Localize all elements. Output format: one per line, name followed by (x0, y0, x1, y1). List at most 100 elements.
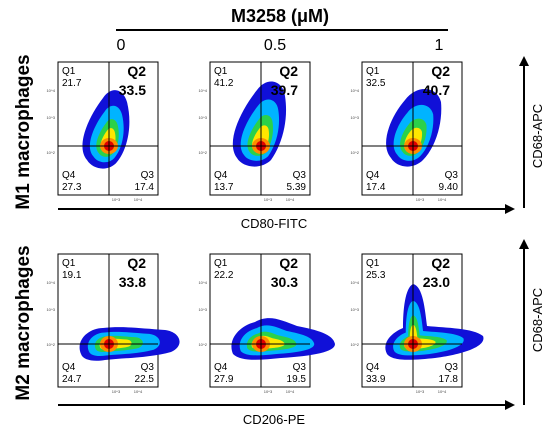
row-label-m2: M2 macrophages (13, 245, 34, 400)
q4-value: 27.3 (62, 182, 82, 193)
y-tick-label: 10^4 (350, 280, 359, 285)
q4-value: 13.7 (214, 182, 234, 193)
y-tick-label: 10^3 (46, 307, 55, 312)
q2-value: 39.7 (271, 82, 298, 98)
density-plot (82, 90, 130, 169)
q1-name: Q1 (366, 66, 380, 77)
x-tick-label: 10^3 (416, 389, 425, 394)
q1-value: 32.5 (366, 78, 386, 89)
y-tick-label: 10^4 (46, 280, 55, 285)
density-plot (231, 318, 335, 360)
y-tick-label: 10^2 (46, 150, 55, 155)
q1-name: Q1 (62, 258, 76, 269)
q2-value: 23.0 (423, 274, 450, 290)
q3-value: 5.39 (287, 182, 307, 193)
panel-frame (57, 253, 159, 388)
concentration-label-0: 0 (117, 37, 126, 54)
x-tick-label: 10^4 (134, 389, 143, 394)
y-tick-label: 10^3 (198, 115, 207, 120)
x-tick-label: 10^4 (438, 197, 447, 202)
concentration-label-2: 1 (435, 37, 444, 54)
y-tick-label: 10^2 (46, 342, 55, 347)
y-tick-label: 10^2 (198, 342, 207, 347)
x-tick-label: 10^3 (112, 197, 121, 202)
q3-name: Q3 (445, 170, 459, 181)
y-tick-label: 10^2 (198, 150, 207, 155)
q3-name: Q3 (141, 362, 155, 373)
q2-value: 40.7 (423, 82, 450, 98)
x-tick-label: 10^3 (112, 389, 121, 394)
q2-name: Q2 (127, 255, 146, 271)
q1-value: 25.3 (366, 270, 386, 281)
q1-name: Q1 (214, 66, 228, 77)
q3-value: 22.5 (135, 374, 155, 385)
x-tick-label: 10^3 (416, 197, 425, 202)
q1-name: Q1 (62, 66, 76, 77)
x-tick-label: 10^3 (264, 197, 273, 202)
q3-name: Q3 (141, 170, 155, 181)
y-axis-label-row2: CD68-APC (530, 288, 545, 352)
x-axis-arrowhead-row2 (505, 400, 515, 410)
q4-value: 33.9 (366, 374, 386, 385)
y-axis-arrowhead-row2 (519, 239, 529, 249)
q4-name: Q4 (214, 170, 228, 181)
q2-value: 30.3 (271, 274, 298, 290)
q1-name: Q1 (366, 258, 380, 269)
row-label-m1: M1 macrophages (13, 54, 34, 209)
x-axis-label-row2: CD206-PE (243, 412, 305, 427)
y-tick-label: 10^2 (350, 150, 359, 155)
q4-value: 27.9 (214, 374, 234, 385)
density-plot (232, 81, 287, 167)
q4-name: Q4 (62, 170, 76, 181)
q4-value: 17.4 (366, 182, 386, 193)
y-tick-label: 10^3 (46, 115, 55, 120)
q4-name: Q4 (214, 362, 228, 373)
q3-name: Q3 (445, 362, 459, 373)
q4-name: Q4 (366, 362, 380, 373)
x-axis-arrowhead-row1 (505, 204, 515, 214)
q2-name: Q2 (431, 63, 450, 79)
q1-value: 21.7 (62, 78, 82, 89)
q1-value: 19.1 (62, 270, 82, 281)
q2-name: Q2 (127, 63, 146, 79)
q1-name: Q1 (214, 258, 228, 269)
q2-value: 33.5 (119, 82, 146, 98)
q1-value: 41.2 (214, 78, 234, 89)
q3-name: Q3 (293, 170, 307, 181)
y-tick-label: 10^3 (198, 307, 207, 312)
q2-name: Q2 (279, 63, 298, 79)
y-tick-label: 10^2 (350, 342, 359, 347)
concentration-label-1: 0.5 (264, 37, 286, 54)
x-tick-label: 10^3 (264, 389, 273, 394)
x-tick-label: 10^4 (286, 389, 295, 394)
q3-value: 9.40 (439, 182, 459, 193)
x-tick-label: 10^4 (286, 197, 295, 202)
y-tick-label: 10^4 (46, 88, 55, 93)
y-axis-label-row1: CD68-APC (530, 104, 545, 168)
q4-name: Q4 (366, 170, 380, 181)
density-plot (385, 284, 484, 360)
x-tick-label: 10^4 (134, 197, 143, 202)
q2-value: 33.8 (119, 274, 146, 290)
q2-name: Q2 (279, 255, 298, 271)
y-axis-arrowhead-row1 (519, 56, 529, 66)
y-tick-label: 10^3 (350, 307, 359, 312)
y-tick-label: 10^4 (198, 88, 207, 93)
q3-value: 19.5 (287, 374, 307, 385)
q4-value: 24.7 (62, 374, 82, 385)
compound-label: M3258 (μM) (231, 6, 329, 26)
y-tick-label: 10^4 (350, 88, 359, 93)
q3-value: 17.8 (439, 374, 459, 385)
q3-name: Q3 (293, 362, 307, 373)
x-tick-label: 10^4 (438, 389, 447, 394)
q4-name: Q4 (62, 362, 76, 373)
q2-name: Q2 (431, 255, 450, 271)
y-tick-label: 10^4 (198, 280, 207, 285)
